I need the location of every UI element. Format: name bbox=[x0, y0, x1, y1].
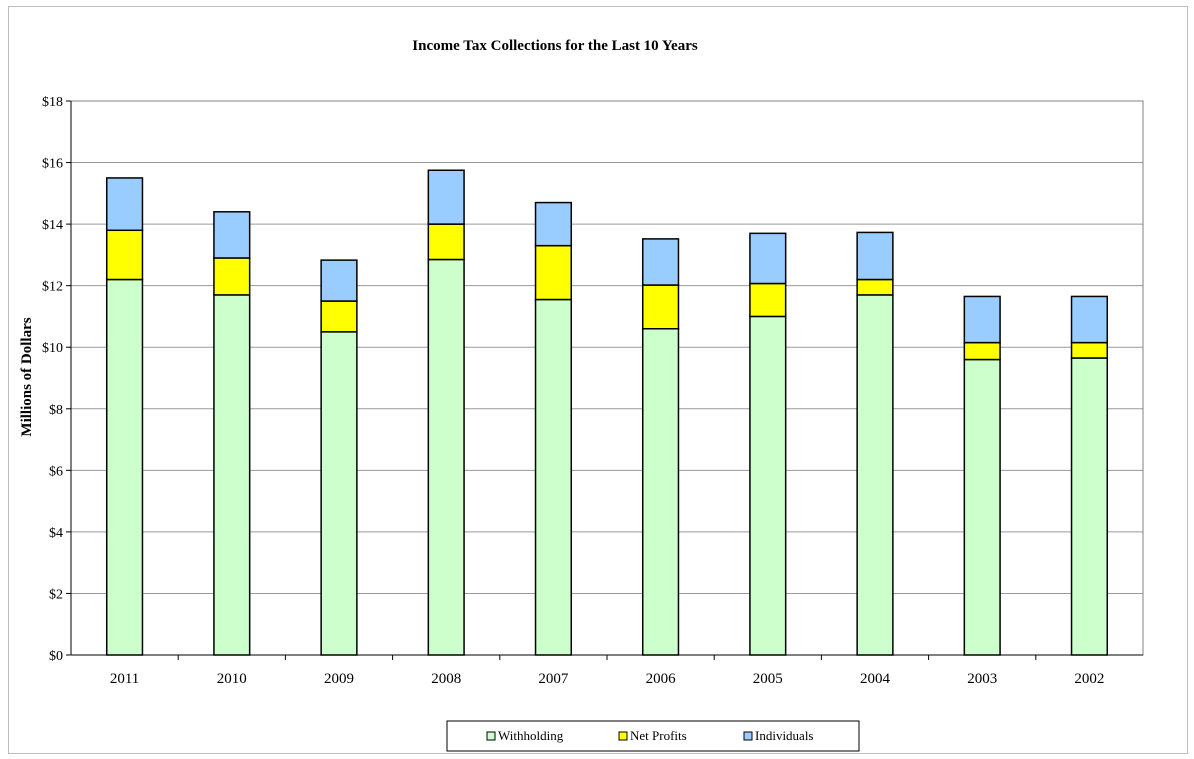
x-tick-label: 2007 bbox=[538, 671, 569, 687]
legend-swatch-individuals bbox=[743, 731, 753, 741]
y-tick-label: $12 bbox=[42, 280, 63, 295]
bar-individuals-2004 bbox=[856, 231, 894, 281]
x-tick-label: 2005 bbox=[753, 671, 783, 687]
plot-area: $0 $2 $4 $6 $8 $10 $12 $14 $16 $18 2011 2010 2009 200… bbox=[42, 95, 1144, 687]
bar-net-profits-2003 bbox=[963, 341, 1001, 361]
y-tick-label: $2 bbox=[49, 587, 63, 602]
y-axis-label: Millions of Dollars bbox=[19, 317, 35, 436]
legend-label-net-profits: Net Profits bbox=[630, 728, 687, 743]
bar-individuals-2005 bbox=[749, 232, 787, 285]
x-tick-label: 2011 bbox=[110, 671, 139, 687]
y-tick-label: $14 bbox=[42, 218, 63, 233]
x-tick-label: 2010 bbox=[217, 671, 247, 687]
chart-svg: Income Tax Collections for the Last 10 Y… bbox=[19, 38, 1144, 752]
bar-individuals-2003 bbox=[963, 295, 1001, 344]
legend-label-individuals: Individuals bbox=[755, 728, 814, 743]
bar-withholding-2011 bbox=[105, 278, 144, 656]
legend-swatch-withholding bbox=[486, 731, 496, 741]
x-tick-label: 2006 bbox=[646, 671, 677, 687]
bar-individuals-2010 bbox=[213, 211, 251, 259]
bar-net-profits-2004 bbox=[856, 278, 894, 296]
bar-individuals-2006 bbox=[641, 238, 680, 286]
bar-withholding-2007 bbox=[534, 298, 573, 656]
x-tick-label: 2003 bbox=[967, 671, 997, 687]
bar-withholding-2006 bbox=[641, 328, 680, 656]
bar-net-profits-2008 bbox=[427, 223, 465, 261]
bar-individuals-2007 bbox=[534, 201, 573, 247]
bar-net-profits-2002 bbox=[1070, 341, 1109, 359]
bar-withholding-2002 bbox=[1070, 357, 1109, 656]
x-tick-label: 2008 bbox=[431, 671, 461, 687]
y-tick-label: $18 bbox=[42, 95, 63, 110]
y-tick-label: $4 bbox=[49, 526, 63, 541]
bar-net-profits-2010 bbox=[213, 257, 251, 296]
y-tick-label: $0 bbox=[49, 649, 63, 664]
bar-withholding-2004 bbox=[856, 294, 894, 656]
legend: Withholding Net Profits Individuals bbox=[446, 720, 860, 752]
x-tick-label: 2009 bbox=[324, 671, 354, 687]
bar-withholding-2010 bbox=[213, 294, 251, 656]
bar-withholding-2008 bbox=[427, 258, 465, 656]
chart-frame: Income Tax Collections for the Last 10 Y… bbox=[8, 6, 1188, 754]
x-tick-label: 2004 bbox=[860, 671, 891, 687]
bar-net-profits-2006 bbox=[641, 284, 680, 330]
x-tick-label: 2002 bbox=[1074, 671, 1104, 687]
bar-withholding-2009 bbox=[320, 331, 358, 656]
bar-net-profits-2007 bbox=[534, 244, 573, 301]
y-tick-label: $6 bbox=[49, 464, 63, 479]
bar-withholding-2003 bbox=[963, 358, 1001, 656]
bar-individuals-2008 bbox=[427, 169, 465, 225]
y-tick-label: $8 bbox=[49, 403, 63, 418]
bar-net-profits-2005 bbox=[749, 282, 787, 318]
y-tick-label: $16 bbox=[42, 157, 63, 172]
legend-label-withholding: Withholding bbox=[498, 728, 564, 743]
bar-net-profits-2011 bbox=[105, 229, 144, 281]
legend-swatch-net-profits bbox=[618, 731, 628, 741]
bar-individuals-2002 bbox=[1070, 295, 1109, 344]
bar-individuals-2009 bbox=[320, 259, 358, 302]
bar-individuals-2011 bbox=[105, 177, 144, 232]
bar-withholding-2005 bbox=[749, 315, 787, 656]
legend-box bbox=[446, 720, 860, 752]
chart-title: Income Tax Collections for the Last 10 Y… bbox=[412, 38, 698, 54]
y-tick-label: $10 bbox=[42, 341, 63, 356]
bar-net-profits-2009 bbox=[320, 300, 358, 333]
